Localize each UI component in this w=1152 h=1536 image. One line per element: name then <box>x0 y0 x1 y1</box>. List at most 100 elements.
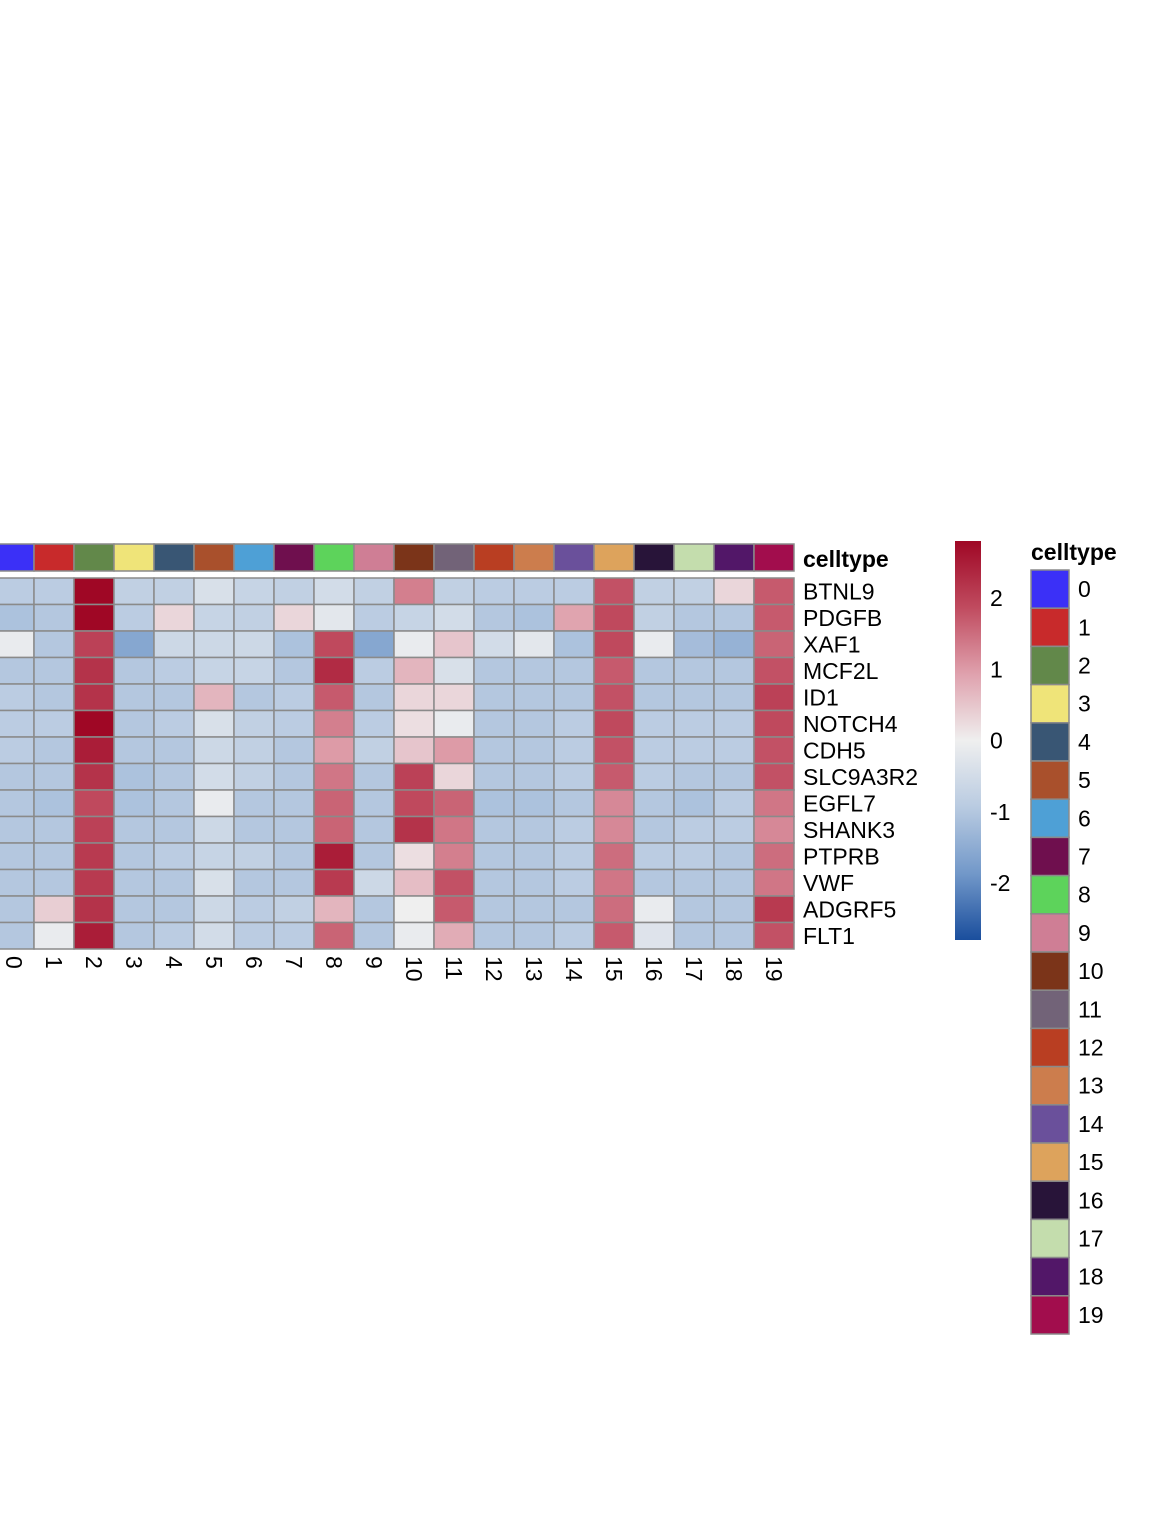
heatmap-cell <box>33 921 75 950</box>
legend-swatch-4 <box>1030 722 1070 762</box>
heatmap-cell <box>313 656 355 685</box>
heatmap-cell <box>433 842 475 871</box>
celltype-tick-label: 6 <box>241 956 267 969</box>
heatmap-cell <box>113 921 155 950</box>
heatmap-cell <box>553 683 595 712</box>
heatmap-cell <box>433 895 475 924</box>
heatmap-cell <box>673 815 715 844</box>
heatmap-cell <box>193 630 235 659</box>
color-scale-legend: 2 1 0 -1 -2 <box>955 541 1010 940</box>
heatmap-cell <box>73 630 115 659</box>
gene-label: BTNL9 <box>803 578 875 604</box>
heatmap-cell <box>153 815 195 844</box>
heatmap-cell <box>673 842 715 871</box>
heatmap-cell <box>753 603 795 632</box>
heatmap-cell <box>393 603 435 632</box>
heatmap-cell <box>193 577 235 606</box>
legend-title: celltype <box>1031 539 1117 565</box>
heatmap-cells <box>0 577 795 950</box>
heatmap-cell <box>113 603 155 632</box>
heatmap-cell <box>33 762 75 791</box>
heatmap-cell <box>0 603 35 632</box>
heatmap-cell <box>273 736 315 765</box>
heatmap-cell <box>433 815 475 844</box>
heatmap-cell <box>233 762 275 791</box>
heatmap-cell <box>673 603 715 632</box>
heatmap-cell <box>553 577 595 606</box>
heatmap-cell <box>433 709 475 738</box>
gene-label: PDGFB <box>803 605 882 631</box>
celltype-axis-labels: 0 1 2 3 4 5 6 7 8 9 10 11 12 13 14 15 16 17 18 19 <box>1 956 787 982</box>
heatmap-cell <box>593 656 635 685</box>
legend-label: 9 <box>1078 920 1091 946</box>
heatmap-cell <box>313 868 355 897</box>
heatmap-cell <box>193 656 235 685</box>
heatmap-cell <box>353 815 395 844</box>
heatmap-cell <box>713 921 755 950</box>
heatmap-cell <box>0 868 35 897</box>
heatmap-cell <box>113 656 155 685</box>
heatmap-cell <box>513 815 555 844</box>
heatmap-cell <box>33 895 75 924</box>
legend-label: 14 <box>1078 1111 1104 1137</box>
heatmap-cell <box>233 868 275 897</box>
heatmap-cell <box>353 736 395 765</box>
color-scale-bar <box>955 541 981 940</box>
annotation-cell-16 <box>633 543 675 572</box>
celltype-tick-label: 13 <box>521 956 547 982</box>
heatmap-cell <box>713 603 755 632</box>
heatmap-cell <box>153 921 195 950</box>
heatmap-cell <box>753 895 795 924</box>
heatmap-cell <box>273 577 315 606</box>
heatmap-cell <box>353 789 395 818</box>
annotation-cell-6 <box>233 543 275 572</box>
annotation-cell-2 <box>73 543 115 572</box>
heatmap-cell <box>33 789 75 818</box>
heatmap-cell <box>313 709 355 738</box>
heatmap-cell <box>73 762 115 791</box>
heatmap-cell <box>713 683 755 712</box>
heatmap-cell <box>73 921 115 950</box>
gene-labels: BTNL9PDGFBXAF1MCF2LID1NOTCH4CDH5SLC9A3R2… <box>803 578 918 949</box>
celltype-tick-label: 15 <box>601 956 627 982</box>
heatmap-cell <box>73 815 115 844</box>
heatmap-cell <box>153 895 195 924</box>
heatmap-cell <box>593 736 635 765</box>
annotation-cell-1 <box>33 543 75 572</box>
heatmap-cell <box>753 842 795 871</box>
heatmap-cell <box>393 736 435 765</box>
celltype-tick-label: 5 <box>201 956 227 969</box>
heatmap-cell <box>593 842 635 871</box>
celltype-tick-label: 4 <box>161 956 187 969</box>
heatmap-cell <box>273 789 315 818</box>
heatmap-cell <box>73 683 115 712</box>
legend-swatch-0 <box>1030 569 1070 609</box>
gene-label: NOTCH4 <box>803 711 898 737</box>
heatmap-cell <box>473 736 515 765</box>
celltype-tick-label: 9 <box>361 956 387 969</box>
legend-swatch-3 <box>1030 683 1070 724</box>
heatmap-cell <box>193 815 235 844</box>
heatmap-cell <box>593 815 635 844</box>
heatmap-cell <box>273 868 315 897</box>
heatmap-cell <box>393 842 435 871</box>
heatmap-cell <box>713 789 755 818</box>
heatmap-cell <box>633 577 675 606</box>
annotation-cell-17 <box>673 543 715 572</box>
celltype-tick-label: 1 <box>41 956 67 969</box>
heatmap-cell <box>193 762 235 791</box>
heatmap-cell <box>713 815 755 844</box>
heatmap-cell <box>33 868 75 897</box>
legend-label: 13 <box>1078 1073 1104 1099</box>
legend-label: 2 <box>1078 653 1091 679</box>
gene-label: VWF <box>803 870 854 896</box>
heatmap-cell <box>513 656 555 685</box>
heatmap-cell <box>233 736 275 765</box>
heatmap-cell <box>153 656 195 685</box>
heatmap-cell <box>0 709 35 738</box>
heatmap-cell <box>233 656 275 685</box>
heatmap-cell <box>473 577 515 606</box>
heatmap-cell <box>633 603 675 632</box>
